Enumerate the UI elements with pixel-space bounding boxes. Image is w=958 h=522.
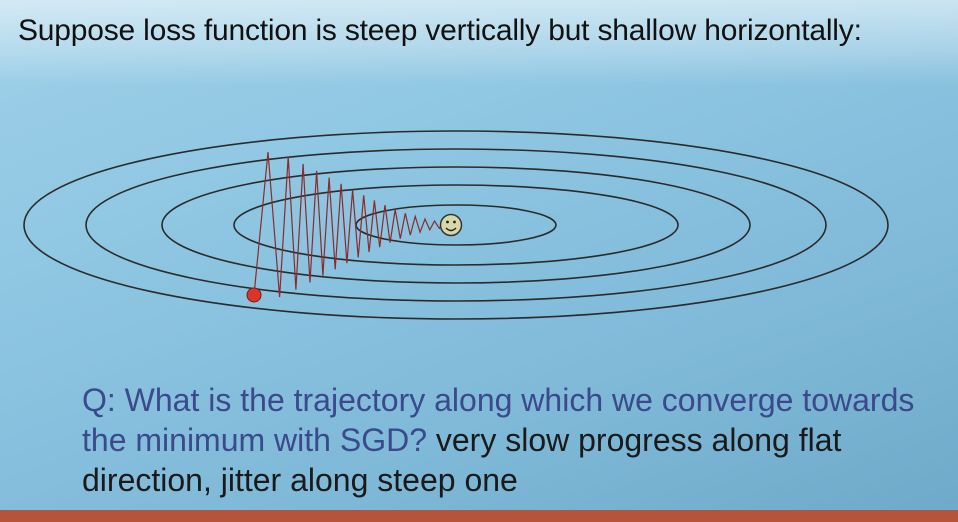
contour-ellipse-3 (161, 166, 751, 284)
smiley-face-icon (439, 213, 463, 237)
bottom-bar (0, 510, 958, 522)
question-text: Q: What is the trajectory along which we… (82, 380, 942, 500)
title-band (0, 0, 958, 86)
answer-text: very slow progress along flat direction,… (82, 422, 842, 498)
start-point (246, 287, 262, 303)
contour-ellipse-4 (233, 184, 679, 266)
contour-ellipse-1 (23, 130, 889, 320)
slide-title: Suppose loss function is steep verticall… (18, 14, 862, 47)
contour-ellipse-2 (85, 148, 827, 302)
question-label: Q: What is the trajectory along which we… (82, 382, 915, 458)
sgd-trajectory-path (253, 151, 452, 298)
